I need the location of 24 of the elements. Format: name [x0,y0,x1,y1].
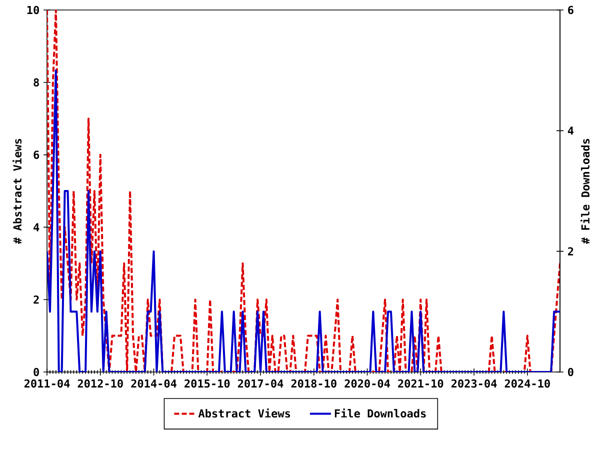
x-tick-label: 2023-04 [451,379,497,388]
y-axis-title: # Abstract Views [12,138,22,244]
x-tick-label: 2011-04 [24,379,70,388]
x-tick-label: 2012-10 [78,379,123,388]
y-tick-label: 6 [34,150,40,159]
legend-label: Abstract Views [198,408,290,418]
y2-tick-label: 0 [568,368,574,376]
y-tick-label: 10 [27,6,39,14]
x-tick-label: 2021-10 [398,379,444,388]
y2-axis-title: # File Downloads [580,138,590,244]
y-tick-label: 8 [34,78,39,87]
x-tick-label: 2018-10 [291,379,336,388]
x-tick-label: 2024-10 [504,379,550,388]
x-tick-label: 2014-04 [131,379,176,388]
y2-tick-label: 6 [568,6,574,14]
y2-tick-label: 4 [568,126,574,135]
y-tick-label: 4 [34,223,40,232]
legend-label: File Downloads [334,408,426,418]
x-tick-label: 2017-04 [238,379,284,388]
y-tick-label: 0 [34,368,39,376]
y2-tick-label: 2 [568,247,574,256]
y-tick-label: 2 [34,296,39,304]
x-tick-label: 2015-10 [184,379,230,388]
x-tick-label: 2020-04 [344,379,390,388]
